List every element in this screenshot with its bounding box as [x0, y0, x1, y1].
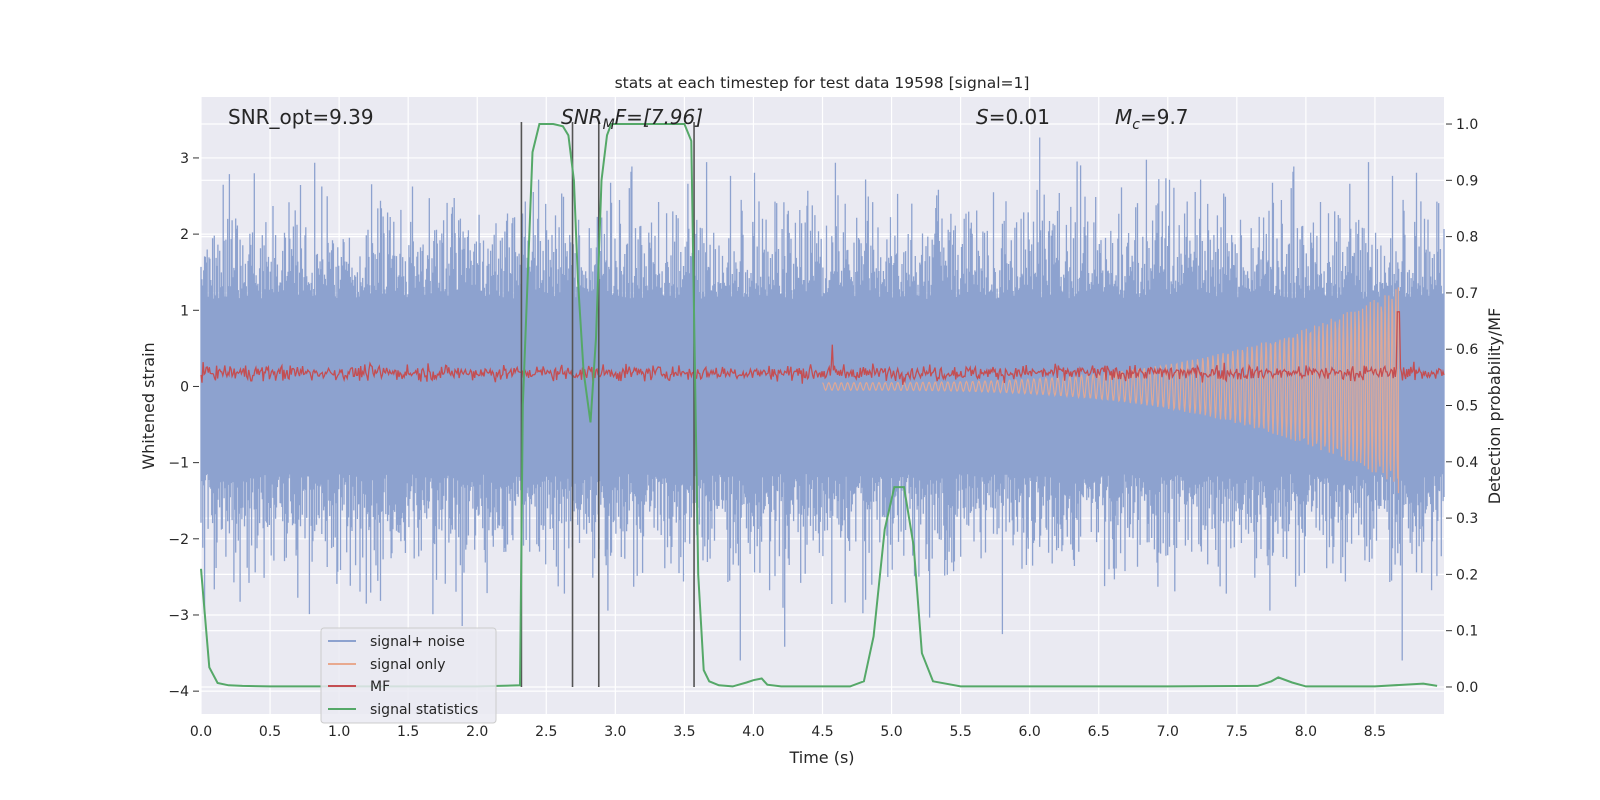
x-tick-label: 4.0	[742, 724, 764, 740]
signal-statistics-series	[200, 123, 1438, 688]
y-right-tick-label: 0.4	[1456, 455, 1478, 471]
y-left-tick-label: −1	[168, 456, 189, 472]
mc-rest: =9.7	[1140, 105, 1189, 129]
y-right-tick-label: 0.3	[1456, 511, 1478, 527]
y-left-tick-label: −3	[168, 608, 189, 624]
s-annotation: S=0.01	[976, 105, 1050, 129]
y-left-tick-label: 2	[180, 227, 189, 243]
mf-line	[200, 311, 1445, 385]
legend-label-signal-only: signal only	[370, 657, 445, 673]
y-right-tick-label: 0.7	[1456, 286, 1478, 302]
snr-mf-main: SNR	[561, 105, 603, 129]
snr-mf-annotation: SNRMF=[7.96]	[561, 105, 703, 133]
legend-label-mf: MF	[370, 679, 390, 695]
signal-statistics-line	[200, 123, 1438, 688]
s-main: S	[976, 105, 989, 129]
x-tick-label: 3.0	[604, 724, 626, 740]
mc-annotation: Mc=9.7	[1115, 105, 1189, 133]
y-right-tick-label: 0.5	[1456, 399, 1478, 415]
legend-box	[320, 627, 497, 724]
x-tick-label: 1.0	[328, 724, 350, 740]
x-tick-label: 7.0	[1157, 724, 1179, 740]
y-left-axis-label: Whitened strain	[139, 342, 158, 469]
chart-title: stats at each timestep for test data 195…	[615, 74, 1030, 92]
y-right-tick-label: 0.6	[1456, 342, 1478, 358]
y-left-tick-label: 0	[180, 379, 189, 395]
mc-sub: c	[1132, 117, 1140, 133]
x-tick-label: 8.5	[1364, 724, 1386, 740]
x-axis-label: Time (s)	[788, 748, 854, 767]
legend: signal+ noise signal only MF signal stat…	[320, 627, 497, 724]
x-axis-ticks: 0.0 0.5 1.0 1.5 2.0 2.5 3.0 3.5 4.0 4.5 5.0 5.5 6.0 6…	[190, 724, 1386, 740]
snr-opt-annotation: SNR_opt=9.39	[228, 105, 374, 129]
x-tick-label: 5.5	[949, 724, 971, 740]
y-right-tick-label: 0.2	[1456, 567, 1478, 583]
x-tick-label: 1.5	[397, 724, 419, 740]
s-rest: =0.01	[989, 105, 1050, 129]
y-right-tick-label: 0.8	[1456, 230, 1478, 246]
x-tick-label: 0.0	[190, 724, 212, 740]
legend-label-signal-noise: signal+ noise	[370, 634, 465, 650]
x-tick-label: 5.0	[880, 724, 902, 740]
legend-label-signal-statistics: signal statistics	[370, 702, 478, 718]
x-tick-label: 4.5	[811, 724, 833, 740]
snr-mf-sub: M	[603, 117, 615, 133]
y-left-axis-ticks: 3 2 1 0 −1 −2 −3 −4	[168, 151, 199, 700]
mf-series	[200, 311, 1445, 385]
x-tick-label: 6.0	[1019, 724, 1041, 740]
y-right-tick-label: 0.9	[1456, 173, 1478, 189]
mc-main: M	[1115, 105, 1132, 129]
y-left-tick-label: −2	[168, 532, 189, 548]
y-left-tick-label: −4	[168, 684, 189, 700]
x-tick-label: 0.5	[259, 724, 281, 740]
y-right-axis-label: Detection probability/MF	[1485, 308, 1504, 505]
x-tick-label: 6.5	[1088, 724, 1110, 740]
y-left-tick-label: 3	[180, 151, 189, 167]
y-right-axis-ticks: 1.0 0.9 0.8 0.7 0.6 0.5 0.4 0.3 0.2 0.1 0.0	[1446, 117, 1478, 696]
y-right-tick-label: 0.0	[1456, 680, 1478, 696]
x-tick-label: 8.0	[1295, 724, 1317, 740]
x-tick-label: 3.5	[673, 724, 695, 740]
y-left-tick-label: 1	[180, 303, 189, 319]
x-tick-label: 7.5	[1226, 724, 1248, 740]
x-tick-label: 2.0	[466, 724, 488, 740]
x-tick-label: 2.5	[535, 724, 557, 740]
y-right-tick-label: 0.1	[1456, 624, 1478, 640]
y-right-tick-label: 1.0	[1456, 117, 1478, 133]
snr-mf-rest: F=[7.96]	[615, 105, 703, 129]
